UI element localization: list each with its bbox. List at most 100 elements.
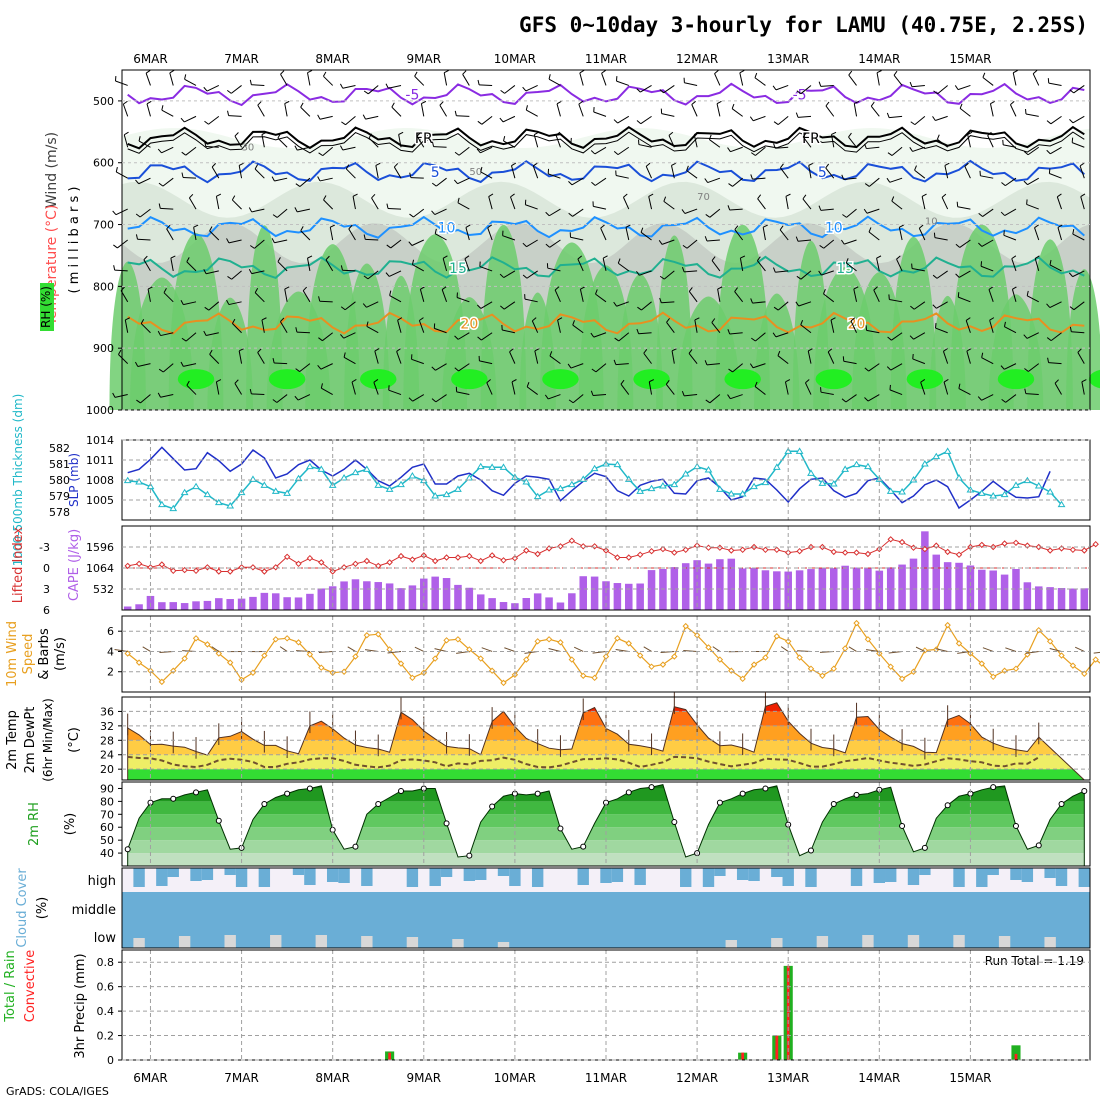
cape-bar bbox=[158, 602, 166, 610]
cape-bar bbox=[1058, 588, 1066, 610]
high-cloud-bar bbox=[885, 868, 896, 882]
high-cloud-bar bbox=[908, 868, 919, 885]
high-cloud-bar bbox=[1044, 868, 1055, 878]
y-tick-label: 600 bbox=[93, 157, 114, 170]
y-axis-label: (m/s) bbox=[53, 637, 68, 671]
y-axis-label: 2m Temp bbox=[5, 710, 20, 770]
cape-bar bbox=[443, 578, 451, 610]
y-axis-label: Speed bbox=[21, 634, 36, 675]
rh-point bbox=[581, 844, 586, 849]
high-cloud-bar bbox=[634, 868, 645, 885]
day-label-bottom: 7MAR bbox=[224, 1071, 259, 1085]
y-axis-label: ( m i l l i b a r s ) bbox=[67, 187, 82, 294]
rh-band-saturated bbox=[269, 369, 305, 389]
high-cloud-bar bbox=[532, 868, 543, 887]
y-axis-label: 10m Wind bbox=[5, 621, 20, 687]
cape-bar bbox=[989, 570, 997, 610]
y-tick-label: 60 bbox=[100, 821, 114, 834]
y-tick-label: 700 bbox=[93, 219, 114, 232]
thickness-tick-label: 580 bbox=[49, 474, 70, 487]
y-axis-label: 3hr Precip (mm) bbox=[73, 953, 88, 1058]
y-tick-label: 28 bbox=[100, 734, 114, 747]
cape-bar bbox=[261, 593, 269, 610]
cape-bar bbox=[363, 581, 371, 610]
day-label-top: 7MAR bbox=[224, 52, 259, 66]
isotherm-label: 5 bbox=[818, 165, 827, 181]
low-cloud-bar bbox=[498, 942, 509, 948]
y-axis-label-part: (°C) bbox=[67, 727, 82, 753]
high-cloud-bar bbox=[407, 868, 418, 887]
isotherm-label: 10 bbox=[825, 221, 843, 237]
y-tick-label: 6 bbox=[107, 625, 114, 638]
high-cloud-bar bbox=[919, 868, 930, 875]
y-tick-label: 32 bbox=[100, 720, 114, 733]
low-cloud-bar bbox=[771, 938, 782, 948]
cape-bar bbox=[124, 606, 132, 610]
rh-band-saturated bbox=[542, 369, 578, 389]
cape-tick-label: 532 bbox=[93, 583, 114, 596]
y-axis-label: Cloud Cover bbox=[15, 868, 30, 948]
low-cloud-bar bbox=[179, 936, 190, 948]
y-axis-label-part: (6hr Min/Max) bbox=[41, 698, 55, 782]
rh-contour-label: 70 bbox=[697, 192, 710, 203]
cape-bar bbox=[579, 576, 587, 610]
high-cloud-bar bbox=[441, 868, 452, 877]
y-axis-label-part: 2m RH bbox=[27, 802, 42, 846]
wind-barb bbox=[456, 116, 469, 117]
wind-barb bbox=[388, 208, 401, 209]
rh-contour-label: 10 bbox=[925, 217, 938, 228]
slp-tick-label: 1005 bbox=[86, 494, 114, 507]
high-cloud-bar bbox=[475, 868, 486, 880]
y-axis-label-part: Lifted Index bbox=[11, 526, 26, 603]
rh-point bbox=[285, 791, 290, 796]
cape-bar bbox=[728, 559, 736, 610]
isotherm-label: 15 bbox=[449, 261, 467, 277]
rh-point bbox=[1059, 801, 1064, 806]
y-axis-label: & Barbs bbox=[37, 628, 52, 680]
y-axis-label: CAPE (J/kg) bbox=[67, 529, 82, 601]
low-cloud-bar bbox=[270, 935, 281, 948]
high-cloud-bar bbox=[202, 868, 213, 880]
rh-point bbox=[307, 786, 312, 791]
rh-point bbox=[672, 820, 677, 825]
cape-tick-label: 1064 bbox=[86, 562, 114, 575]
cape-bar bbox=[568, 593, 576, 610]
cape-bar bbox=[545, 597, 553, 610]
y-tick-label: 800 bbox=[93, 280, 114, 293]
day-label-top: 6MAR bbox=[133, 52, 168, 66]
high-cloud-bar bbox=[1022, 868, 1033, 882]
high-cloud-bar bbox=[600, 868, 611, 883]
high-cloud-bar bbox=[703, 868, 714, 887]
cape-bar bbox=[318, 588, 326, 610]
low-cloud-bar bbox=[862, 935, 873, 948]
cape-bar bbox=[1024, 582, 1032, 610]
precip-convective-bar bbox=[388, 1053, 391, 1060]
y-tick-label: 20 bbox=[100, 763, 114, 776]
y-tick-label: 36 bbox=[100, 705, 114, 718]
high-cloud-bar bbox=[464, 868, 475, 881]
rh-point bbox=[262, 801, 267, 806]
cape-bar bbox=[374, 582, 382, 610]
isotherm-label: 5 bbox=[431, 165, 440, 181]
high-cloud-bar bbox=[224, 868, 235, 875]
cape-bar bbox=[135, 604, 143, 610]
low-cloud-bar bbox=[407, 937, 418, 948]
y-axis-label-part: 10m Wind bbox=[5, 621, 20, 687]
y-tick-label: 0 bbox=[107, 1054, 114, 1067]
cape-bar bbox=[466, 588, 474, 610]
cape-bar bbox=[226, 599, 234, 610]
cape-bar bbox=[181, 603, 189, 610]
high-cloud-bar bbox=[748, 868, 759, 881]
rh-point bbox=[376, 801, 381, 806]
isotherm-label: 15 bbox=[836, 261, 854, 277]
cape-bar bbox=[340, 581, 348, 610]
y-axis-label: (%) bbox=[35, 897, 50, 920]
li-tick-label: -3 bbox=[39, 541, 50, 554]
day-label-top: 13MAR bbox=[767, 52, 809, 66]
cape-bar bbox=[682, 563, 690, 610]
cape-bar bbox=[944, 562, 952, 610]
high-cloud-bar bbox=[338, 868, 349, 883]
day-label-bottom: 13MAR bbox=[767, 1071, 809, 1085]
high-cloud-bar bbox=[988, 868, 999, 875]
